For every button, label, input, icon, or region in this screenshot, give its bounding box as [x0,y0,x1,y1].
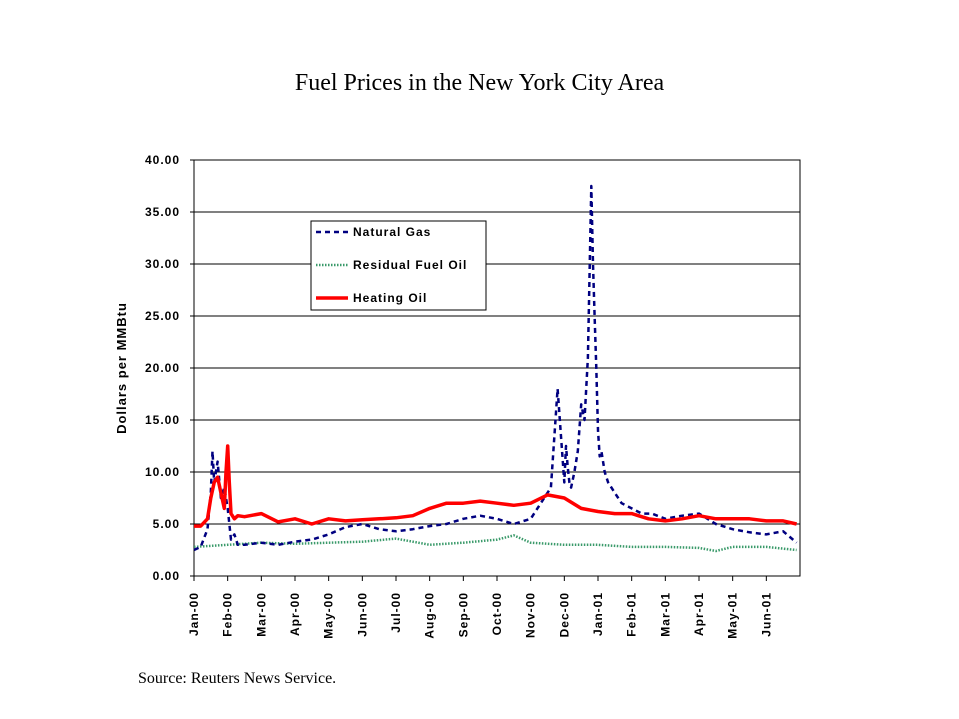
x-tick-label: Dec-00 [557,592,571,637]
x-tick-label: Feb-01 [625,592,639,637]
series-line-natural-gas [193,184,798,552]
x-tick-label: Jan-00 [187,592,201,636]
x-tick-label: Mar-00 [254,592,268,637]
x-tick-label: Sep-00 [456,592,470,637]
y-axis-ticks: 0.00 5.00 10.00 15.00 20.00 25.00 30.00 35.00 40… [145,153,194,583]
legend-label: Natural Gas [353,225,431,239]
x-tick-label: Feb-00 [221,592,235,637]
y-tick-label: 0.00 [153,569,180,583]
legend-label: Heating Oil [353,291,427,305]
y-tick-label: 35.00 [145,205,180,219]
x-tick-label: Oct-00 [490,592,504,635]
y-tick-label: 30.00 [145,257,180,271]
x-tick-label: Apr-00 [288,592,302,636]
y-tick-label: 20.00 [145,361,180,375]
x-tick-label: Jun-00 [355,592,369,637]
y-tick-label: 10.00 [145,465,180,479]
y-tick-label: 25.00 [145,309,180,323]
series-line-heating-oil [194,444,797,528]
x-tick-label: Jan-01 [591,592,605,636]
series-lines [193,184,798,553]
grid-lines [194,211,800,525]
x-tick-label: Jun-01 [759,592,773,637]
y-axis-label: Dollars per MMBtu [114,302,129,434]
x-tick-label: Aug-00 [423,592,437,639]
y-tick-label: 40.00 [145,153,180,167]
y-tick-label: 15.00 [145,413,180,427]
x-tick-label: Mar-01 [658,592,672,637]
x-tick-label: Jul-00 [389,592,403,633]
series-line-residual-fuel-oil [193,534,797,553]
source-note: Source: Reuters News Service. [138,670,337,687]
chart-title: Fuel Prices in the New York City Area [294,70,665,96]
legend: Natural Gas Residual Fuel Oil Heating Oil [310,220,487,311]
x-tick-label: Apr-01 [692,592,706,636]
legend-box [310,220,487,311]
x-tick-label: May-00 [322,592,336,639]
y-tick-label: 5.00 [153,517,180,531]
x-tick-label: Nov-00 [524,592,538,638]
x-tick-label: May-01 [726,592,740,639]
x-axis-ticks: Jan-00 Feb-00 Mar-00 Apr-00 May-00 Jun-00 Jul-… [187,576,773,639]
legend-label: Residual Fuel Oil [353,258,467,272]
